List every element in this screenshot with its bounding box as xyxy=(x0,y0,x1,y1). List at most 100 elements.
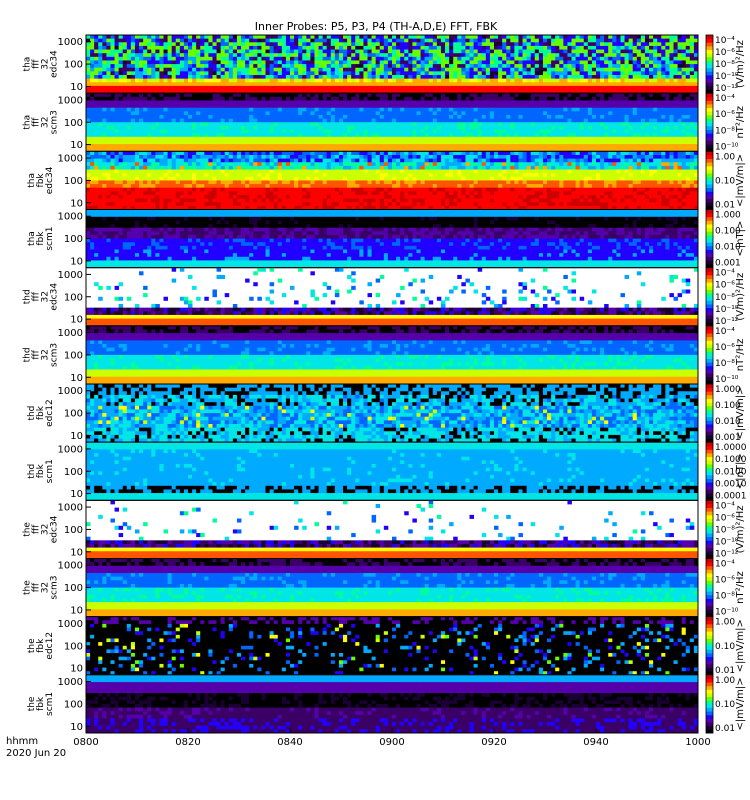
spectrogram-cell xyxy=(123,108,127,112)
spectrogram-cell xyxy=(106,68,110,72)
spectrogram-cell xyxy=(290,93,294,97)
spectrogram-cell xyxy=(278,50,282,54)
spectrogram-cell xyxy=(433,111,437,115)
spectrogram-cell xyxy=(490,79,494,83)
spectrogram-cell xyxy=(229,50,233,54)
spectrogram-cell xyxy=(196,35,200,39)
spectrogram-cell xyxy=(323,111,327,115)
spectrogram-cell xyxy=(576,71,580,75)
spectrogram-cell xyxy=(98,50,102,54)
spectrogram-cell xyxy=(229,111,233,115)
spectrogram-cell xyxy=(241,50,245,54)
spectrogram-cell xyxy=(339,130,343,134)
spectrogram-cell xyxy=(518,71,522,75)
spectrogram-cell xyxy=(347,79,351,83)
spectrogram-cell xyxy=(139,82,143,86)
spectrogram-cell xyxy=(343,64,347,68)
spectrogram-cell xyxy=(327,46,331,50)
spectrogram-cell xyxy=(380,100,384,104)
spectrogram-cell xyxy=(123,82,127,86)
spectrogram-cell xyxy=(572,60,576,64)
spectrogram-cell xyxy=(596,104,600,108)
spectrogram-cell xyxy=(200,79,204,83)
spectrogram-cell xyxy=(270,46,274,50)
spectrogram-cell xyxy=(131,46,135,50)
spectrogram-cell xyxy=(441,126,445,130)
spectrogram-cell xyxy=(433,57,437,61)
spectrogram-cell xyxy=(506,42,510,46)
spectrogram-cell xyxy=(184,86,188,90)
spectrogram-cell xyxy=(310,104,314,108)
spectrogram-cell xyxy=(478,50,482,54)
spectrogram-cell xyxy=(437,50,441,54)
spectrogram-cell xyxy=(412,79,416,83)
spectrogram-cell xyxy=(139,39,143,43)
spectrogram-cell xyxy=(502,57,506,61)
spectrogram-cell xyxy=(359,71,363,75)
spectrogram-cell xyxy=(616,86,620,90)
spectrogram-cell xyxy=(620,108,624,112)
spectrogram-cell xyxy=(576,100,580,104)
spectrogram-cell xyxy=(678,140,682,144)
spectrogram-cell xyxy=(441,68,445,72)
spectrogram-cell xyxy=(461,64,465,68)
spectrogram-cell xyxy=(294,86,298,90)
spectrogram-cell xyxy=(539,130,543,134)
spectrogram-cell xyxy=(139,86,143,90)
spectrogram-cell xyxy=(176,82,180,86)
spectrogram-cell xyxy=(331,133,335,137)
spectrogram-cell xyxy=(86,111,90,115)
spectrogram-cell xyxy=(686,68,690,72)
spectrogram-cell xyxy=(90,173,94,177)
spectrogram-cell xyxy=(490,111,494,115)
spectrogram-cell xyxy=(294,119,298,123)
spectrogram-cell xyxy=(123,140,127,144)
spectrogram-cell xyxy=(86,50,90,54)
spectrogram-cell xyxy=(482,144,486,148)
spectrogram-cell xyxy=(404,122,408,126)
spectrogram-cell xyxy=(523,75,527,79)
spectrogram-cell xyxy=(474,144,478,148)
spectrogram-cell xyxy=(588,137,592,141)
spectrogram-cell xyxy=(527,35,531,39)
spectrogram-cell xyxy=(494,122,498,126)
spectrogram-cell xyxy=(441,130,445,134)
spectrogram-cell xyxy=(319,97,323,101)
spectrogram-cell xyxy=(690,86,694,90)
spectrogram-cell xyxy=(625,130,629,134)
spectrogram-cell xyxy=(486,71,490,75)
spectrogram-cell xyxy=(531,97,535,101)
spectrogram-cell xyxy=(164,79,168,83)
spectrogram-cell xyxy=(331,82,335,86)
spectrogram-cell xyxy=(665,53,669,57)
spectrogram-cell xyxy=(661,119,665,123)
spectrogram-cell xyxy=(225,140,229,144)
spectrogram-cell xyxy=(555,144,559,148)
spectrogram-cell xyxy=(682,57,686,61)
spectrogram-cell xyxy=(510,68,514,72)
spectrogram-cell xyxy=(290,86,294,90)
spectrogram-cell xyxy=(661,122,665,126)
spectrogram-cell xyxy=(527,140,531,144)
spectrogram-cell xyxy=(168,130,172,134)
spectrogram-cell xyxy=(641,119,645,123)
spectrogram-cell xyxy=(110,130,114,134)
spectrogram-cell xyxy=(514,104,518,108)
spectrogram-cell xyxy=(314,97,318,101)
spectrogram-cell xyxy=(261,97,265,101)
spectrogram-cell xyxy=(139,60,143,64)
spectrogram-cell xyxy=(204,97,208,101)
spectrogram-cell xyxy=(421,35,425,39)
spectrogram-cell xyxy=(616,137,620,141)
spectrogram-cell xyxy=(98,140,102,144)
spectrogram-cell xyxy=(567,93,571,97)
spectrogram-cell xyxy=(98,111,102,115)
spectrogram-cell xyxy=(629,93,633,97)
spectrogram-cell xyxy=(372,126,376,130)
spectrogram-cell xyxy=(131,79,135,83)
spectrogram-cell xyxy=(514,64,518,68)
spectrogram-cell xyxy=(404,71,408,75)
spectrogram-cell xyxy=(625,111,629,115)
spectrogram-cell xyxy=(270,130,274,134)
spectrogram-cell xyxy=(168,39,172,43)
